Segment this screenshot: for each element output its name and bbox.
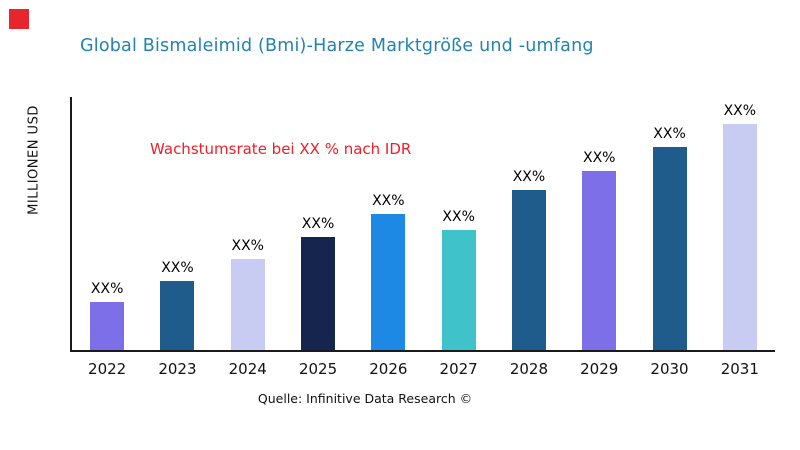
bar-column: XX%: [564, 97, 634, 350]
y-axis-line: [70, 97, 72, 352]
source-note: Quelle: Infinitive Data Research ©: [257, 391, 473, 406]
x-tick-label: 2029: [580, 360, 619, 378]
bar-column: XX%: [283, 97, 353, 350]
bar-2023: [160, 281, 195, 350]
x-tick-label: 2025: [298, 360, 338, 378]
x-tick-label: 2023: [158, 360, 197, 378]
brand-red-square-icon: [9, 9, 29, 29]
bar-2029: [582, 171, 617, 350]
bar-2027: [441, 230, 476, 350]
bar-value-label: XX%: [161, 260, 194, 276]
x-tick-label: 2022: [88, 360, 127, 378]
x-tick-label: 2024: [228, 360, 267, 378]
bars-container: XX% XX% XX% XX% XX% XX% XX% XX% XX% XX%: [72, 97, 775, 350]
bar-value-label: XX%: [653, 126, 686, 142]
plot-area: XX% XX% XX% XX% XX% XX% XX% XX% XX% XX% 2022 2023 2…: [70, 97, 775, 378]
bar-value-label: XX%: [512, 169, 546, 185]
bar-value-label: XX%: [582, 150, 616, 166]
bar-column: XX%: [494, 97, 564, 350]
chart-title: Global Bismaleimid (Bmi)-Harze Marktgröß…: [80, 36, 594, 56]
bar-value-label: XX%: [442, 209, 475, 225]
bar-column: XX%: [213, 97, 283, 350]
x-axis-ticks: 2022 2023 2024 2025 2026 2027 2028 2029 2030 2031: [72, 360, 775, 378]
bar-2030: [652, 147, 687, 350]
bar-2025: [301, 237, 336, 350]
bar-column: XX%: [634, 97, 704, 350]
x-tick-label: 2026: [369, 360, 408, 378]
x-tick-label: 2028: [509, 360, 549, 378]
bar-2028: [511, 190, 546, 350]
bar-2024: [230, 259, 265, 350]
bar-column: XX%: [353, 97, 423, 350]
bar-value-label: XX%: [301, 216, 335, 232]
bar-2026: [371, 214, 406, 350]
bar-2031: [722, 124, 757, 350]
x-tick-label: 2030: [650, 360, 689, 378]
bar-2022: [90, 302, 125, 350]
bar-value-label: XX%: [231, 238, 264, 254]
y-axis-label: MILLIONEN USD: [26, 105, 42, 215]
x-axis-line: [70, 350, 775, 352]
bar-column: XX%: [72, 97, 142, 350]
x-tick-label: 2027: [439, 360, 478, 378]
x-tick-label: 2031: [720, 360, 759, 378]
bar-column: XX%: [423, 97, 493, 350]
growth-rate-note: Wachstumsrate bei XX % nach IDR: [150, 140, 412, 158]
bar-value-label: XX%: [90, 281, 124, 297]
bar-column: XX%: [705, 97, 775, 350]
bar-value-label: XX%: [372, 193, 405, 209]
bar-column: XX%: [142, 97, 212, 350]
bar-value-label: XX%: [723, 103, 757, 119]
